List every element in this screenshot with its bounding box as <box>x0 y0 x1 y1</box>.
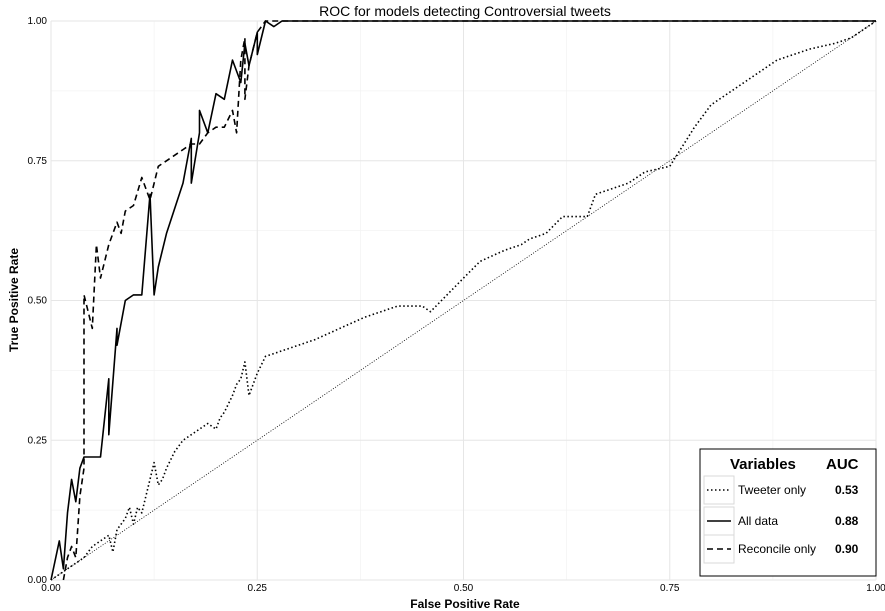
legend-rows: Tweeter only 0.53 All data 0.88 Reconcile on… <box>703 475 859 564</box>
tick-labels: 0.00 0.25 0.50 0.75 1.00 0.00 0.25 0.50 0.75 1.00 <box>28 16 885 594</box>
legend: Variables AUC Tweeter only 0.53 All data 0.… <box>699 448 877 577</box>
chart-title: ROC for models detecting Controversial t… <box>319 3 611 19</box>
x-tick-label: 0.00 <box>41 583 61 594</box>
legend-auc-value: 0.53 <box>835 483 859 497</box>
x-tick-label: 0.25 <box>248 583 268 594</box>
y-tick-label: 0.50 <box>28 296 48 307</box>
y-tick-label: 1.00 <box>28 16 48 27</box>
x-axis-title: False Positive Rate <box>410 597 520 611</box>
y-tick-label: 0.25 <box>28 435 48 446</box>
legend-auc-value: 0.90 <box>835 542 859 556</box>
y-tick-label: 0.75 <box>28 156 48 167</box>
legend-label: Reconcile only <box>738 542 816 556</box>
x-tick-label: 1.00 <box>866 583 885 594</box>
grid <box>50 20 877 581</box>
legend-auc-value: 0.88 <box>835 514 859 528</box>
y-axis-title: True Positive Rate <box>7 248 21 352</box>
legend-auc-header: AUC <box>826 456 859 473</box>
series-line-reconcile-only <box>62 20 876 581</box>
x-tick-label: 0.50 <box>454 583 474 594</box>
y-tick-label: 0.00 <box>28 575 48 586</box>
legend-label: Tweeter only <box>738 483 806 497</box>
series-lines <box>50 20 877 581</box>
x-tick-label: 0.75 <box>660 583 680 594</box>
legend-title: Variables <box>730 456 796 473</box>
legend-label: All data <box>738 514 778 528</box>
